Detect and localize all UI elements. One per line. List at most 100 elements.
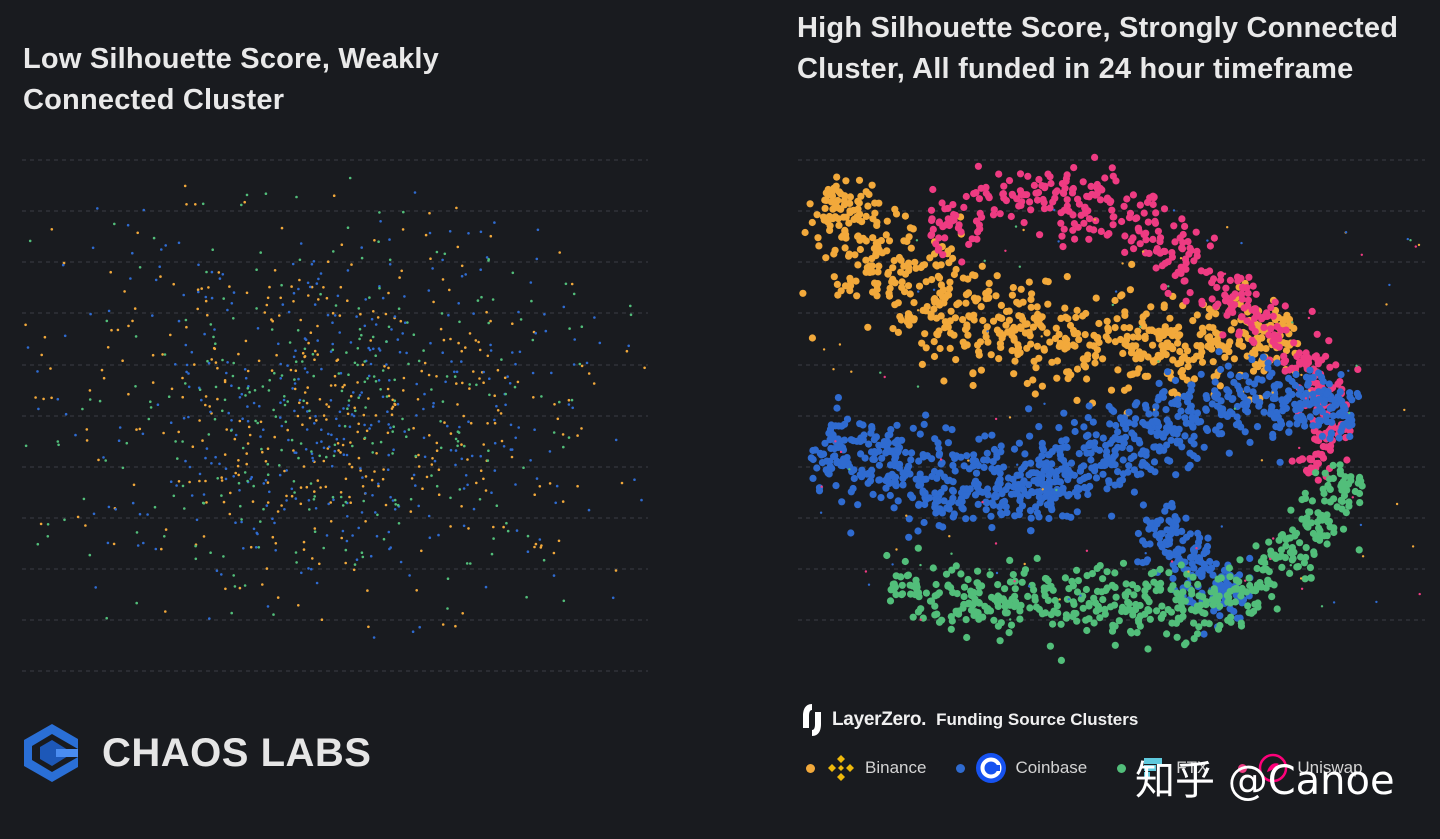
right-point-binance	[1395, 502, 1399, 506]
right-point-coinbase	[1032, 503, 1040, 511]
right-point-binance	[806, 200, 814, 208]
left-point-binance	[292, 300, 295, 303]
left-point-coinbase	[355, 558, 359, 561]
right-point-binance	[1013, 298, 1021, 306]
right-point-coinbase	[1099, 434, 1107, 442]
right-point-ftx	[1150, 578, 1158, 586]
right-point-coinbase	[1193, 454, 1201, 462]
left-point-binance	[337, 449, 340, 452]
right-point-ftx	[1275, 536, 1283, 544]
right-point-ftx	[1157, 614, 1165, 622]
right-point-coinbase	[974, 462, 983, 470]
left-point-binance	[357, 456, 361, 460]
right-point-uniswap	[1036, 231, 1044, 239]
right-point-binance	[1055, 342, 1063, 350]
left-point-ftx	[430, 388, 433, 391]
left-point-binance	[302, 548, 306, 551]
right-point-ftx	[1303, 514, 1311, 522]
right-point-binance	[1149, 341, 1157, 349]
left-point-coinbase	[338, 331, 342, 334]
right-point-binance	[1121, 340, 1129, 348]
right-point-coinbase	[809, 446, 817, 455]
right-point-coinbase	[1065, 490, 1073, 499]
right-point-uniswap	[1040, 205, 1049, 213]
right-point-coinbase	[965, 465, 973, 473]
right-point-ftx	[892, 591, 900, 599]
left-point-binance	[500, 439, 504, 443]
right-point-ftx	[1205, 620, 1213, 628]
left-point-ftx	[280, 283, 283, 287]
right-point-uniswap	[958, 258, 966, 266]
left-point-coinbase	[310, 567, 313, 571]
left-point-binance	[353, 406, 357, 410]
legend-item-uniswap: Uniswap	[1238, 752, 1363, 784]
left-point-binance	[367, 397, 370, 400]
right-point-binance	[856, 245, 864, 254]
right-point-coinbase	[1084, 490, 1092, 499]
right-point-uniswap	[1087, 182, 1095, 190]
left-point-coinbase	[202, 493, 206, 496]
right-point-ftx	[1070, 600, 1078, 609]
left-point-binance	[276, 510, 280, 513]
left-point-coinbase	[567, 403, 571, 406]
right-point-binance	[1179, 373, 1187, 381]
right-point-uniswap	[1070, 164, 1078, 172]
left-point-binance	[251, 500, 255, 503]
right-point-coinbase	[840, 436, 849, 444]
right-point-coinbase	[813, 464, 821, 472]
left-point-binance	[561, 433, 565, 436]
right-point-ftx	[1321, 469, 1329, 477]
right-point-binance	[967, 459, 970, 462]
left-point-coinbase	[304, 448, 308, 451]
left-point-binance	[417, 453, 420, 457]
left-point-coinbase	[224, 477, 228, 481]
left-point-binance	[329, 520, 333, 523]
left-point-binance	[362, 413, 366, 417]
right-point-ftx	[1237, 592, 1245, 600]
left-point-ftx	[36, 542, 40, 546]
right-point-coinbase	[1230, 607, 1238, 616]
right-point-coinbase	[1336, 388, 1344, 396]
left-point-binance	[223, 380, 227, 384]
left-point-coinbase	[369, 362, 373, 366]
right-point-binance	[1141, 250, 1145, 253]
left-point-coinbase	[448, 230, 452, 233]
left-point-ftx	[273, 371, 276, 375]
right-point-coinbase	[914, 527, 922, 535]
left-point-binance	[475, 481, 478, 485]
left-point-binance	[485, 310, 488, 314]
right-point-binance	[886, 284, 894, 292]
left-point-coinbase	[203, 332, 206, 336]
right-point-ftx	[1014, 225, 1018, 228]
layerzero-logo-icon	[803, 704, 821, 736]
right-point-ftx	[1347, 473, 1355, 481]
right-point-binance	[1093, 346, 1101, 354]
left-point-ftx	[184, 318, 188, 322]
left-point-coinbase	[232, 475, 235, 478]
right-chart-title: High Silhouette Score, Strongly Connecte…	[797, 12, 1399, 85]
right-point-coinbase	[1309, 390, 1317, 398]
left-point-binance	[464, 346, 467, 349]
right-point-ftx	[1227, 618, 1235, 626]
left-point-binance	[381, 477, 385, 481]
left-point-binance	[349, 501, 353, 505]
left-point-coinbase	[74, 433, 77, 437]
right-point-coinbase	[1128, 429, 1136, 437]
left-point-coinbase	[205, 447, 209, 450]
right-point-uniswap	[1013, 580, 1016, 583]
legend: Binance Coinbase FTX	[806, 752, 1393, 784]
right-point-coinbase	[1095, 446, 1104, 454]
left-point-binance	[121, 359, 124, 363]
left-point-coinbase	[226, 361, 229, 364]
right-point-coinbase	[1184, 407, 1192, 415]
right-point-binance	[909, 225, 917, 233]
left-point-coinbase	[509, 448, 513, 451]
left-scatter-plot	[22, 159, 648, 672]
right-point-binance	[827, 198, 835, 206]
left-point-coinbase	[314, 414, 317, 418]
right-point-ftx	[1225, 564, 1233, 572]
right-point-uniswap	[1016, 170, 1025, 178]
left-chart-panel: Low Silhouette Score, Weakly Connected C…	[0, 0, 700, 839]
right-point-ftx	[901, 557, 909, 566]
right-point-binance	[842, 177, 850, 185]
